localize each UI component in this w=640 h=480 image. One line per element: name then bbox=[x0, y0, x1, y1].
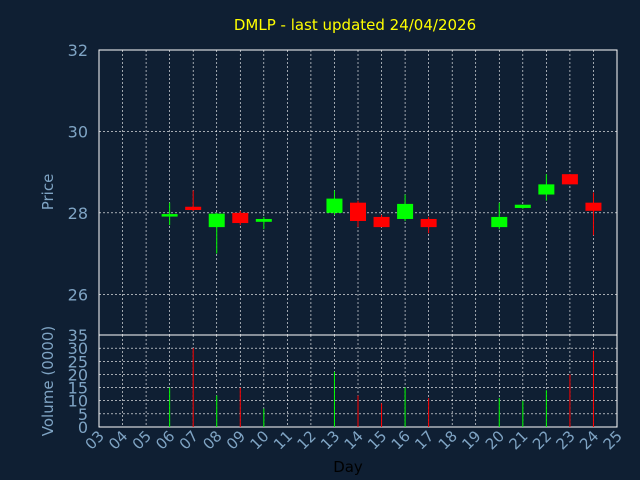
candle-body bbox=[161, 214, 178, 217]
x-tick-label: 04 bbox=[105, 427, 131, 453]
volume-tick-label: 10 bbox=[68, 392, 88, 411]
x-tick-label: 13 bbox=[317, 427, 343, 453]
x-tick-label: 17 bbox=[411, 427, 437, 453]
x-tick-label: 22 bbox=[529, 427, 555, 453]
x-tick-label: 09 bbox=[223, 427, 249, 453]
volume-axis-label: Volume (0000) bbox=[39, 326, 57, 436]
x-tick-label: 23 bbox=[553, 427, 579, 453]
price-y-axis: 26 28 30 32 bbox=[68, 41, 88, 304]
x-axis-label: Day bbox=[333, 458, 363, 476]
x-tick-label: 20 bbox=[482, 427, 508, 453]
candle-body bbox=[397, 203, 414, 219]
x-tick-label: 24 bbox=[576, 427, 602, 453]
candle-body bbox=[561, 174, 578, 185]
x-tick-label: 06 bbox=[152, 427, 178, 453]
candle-body bbox=[514, 204, 531, 208]
price-tick-label: 28 bbox=[68, 204, 88, 223]
price-tick-label: 30 bbox=[68, 122, 88, 141]
x-tick-label: 10 bbox=[246, 427, 272, 453]
candle-body bbox=[538, 184, 555, 195]
candle-body bbox=[373, 216, 390, 228]
price-tick-label: 26 bbox=[68, 285, 88, 304]
x-axis: 0304050607080910111213141516171819202122… bbox=[82, 427, 626, 453]
candle-body bbox=[185, 206, 202, 211]
candle-body bbox=[585, 202, 602, 211]
chart-title: DMLP - last updated 24/04/2026 bbox=[234, 16, 476, 34]
price-grid bbox=[98, 49, 618, 335]
candle-body bbox=[491, 216, 508, 228]
x-tick-label: 19 bbox=[458, 427, 484, 453]
x-tick-label: 12 bbox=[294, 427, 320, 453]
x-tick-label: 05 bbox=[129, 427, 155, 453]
x-tick-label: 18 bbox=[435, 427, 461, 453]
candles bbox=[161, 174, 602, 254]
candle-body bbox=[232, 212, 249, 224]
candle-body bbox=[326, 198, 343, 213]
volume-tick-label: 5 bbox=[78, 405, 88, 424]
x-tick-label: 11 bbox=[270, 427, 296, 453]
volume-tick-label: 15 bbox=[68, 379, 88, 398]
candle-body bbox=[255, 218, 272, 222]
candle-body bbox=[350, 202, 366, 221]
candle-body bbox=[420, 218, 437, 228]
price-axis-label: Price bbox=[39, 174, 57, 211]
volume-tick-label: 30 bbox=[68, 339, 88, 358]
x-tick-label: 15 bbox=[364, 427, 390, 453]
volume-tick-label: 25 bbox=[68, 352, 88, 371]
volume-tick-label: 35 bbox=[68, 326, 88, 345]
volume-tick-label: 0 bbox=[78, 418, 88, 437]
x-tick-label: 21 bbox=[505, 427, 531, 453]
x-tick-label: 25 bbox=[600, 427, 626, 453]
candle-body bbox=[208, 213, 225, 228]
x-tick-label: 08 bbox=[199, 427, 225, 453]
price-tick-label: 32 bbox=[68, 41, 88, 60]
volume-bars bbox=[169, 348, 594, 427]
x-tick-label: 16 bbox=[388, 427, 414, 453]
x-tick-label: 07 bbox=[176, 427, 202, 453]
volume-tick-label: 20 bbox=[68, 365, 88, 384]
x-tick-label: 14 bbox=[341, 427, 367, 453]
